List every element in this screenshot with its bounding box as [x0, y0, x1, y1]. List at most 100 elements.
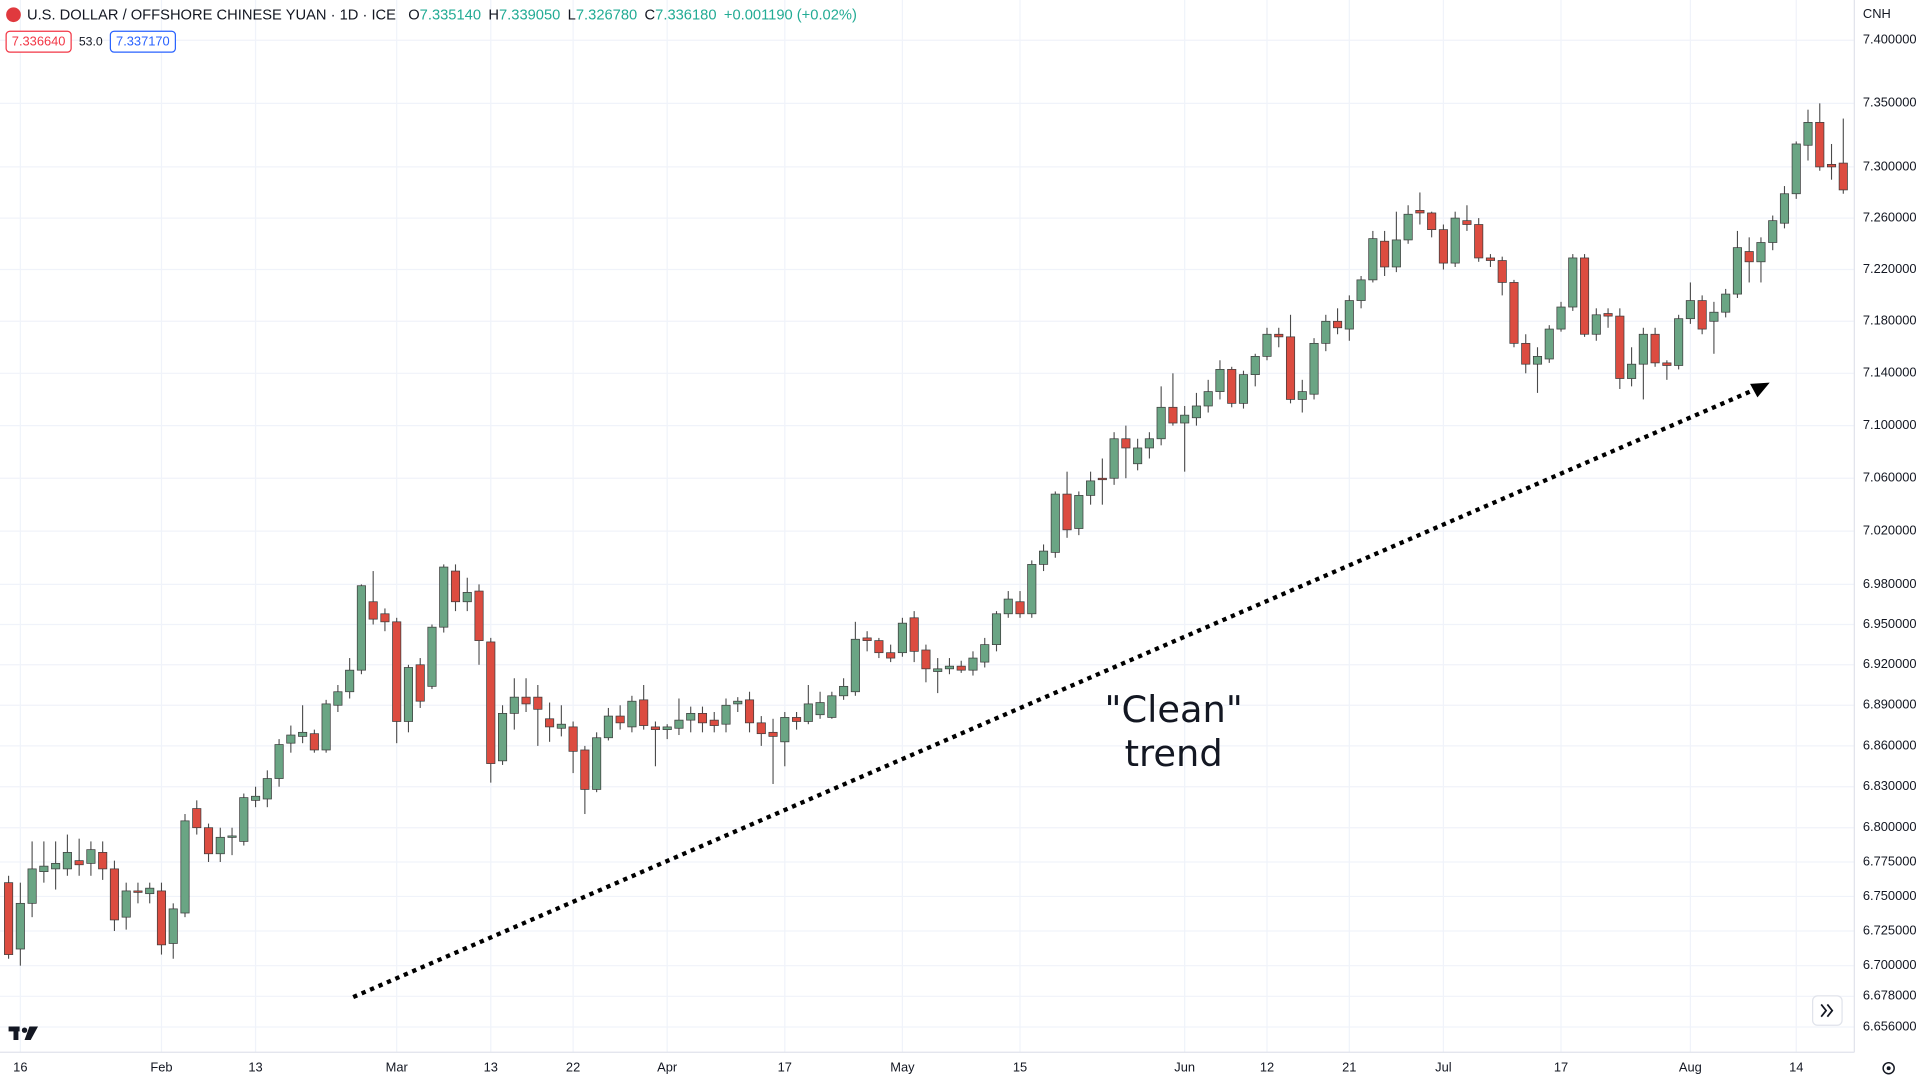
y-tick-label: 6.725000 [1863, 922, 1917, 937]
candle-body [1156, 406, 1166, 440]
candle-body [133, 890, 143, 893]
y-tick-label: 7.350000 [1863, 95, 1917, 110]
y-tick-label: 6.920000 [1863, 656, 1917, 671]
candle-body [1803, 122, 1813, 146]
candle-body [309, 733, 319, 751]
ohlc-value: 7.335140 [420, 7, 481, 23]
y-tick-label: 6.830000 [1863, 778, 1917, 793]
candle-body [509, 696, 519, 714]
candle-body [603, 715, 613, 739]
candle-body [568, 726, 578, 752]
candle-body [498, 712, 508, 762]
ohlc-label: C [645, 7, 656, 23]
sell-button[interactable] [5, 30, 72, 53]
candle-body [956, 665, 966, 671]
candle-body [1438, 229, 1448, 264]
settings-button[interactable] [1882, 1061, 1895, 1075]
x-tick-label: 14 [1789, 1060, 1803, 1075]
candle-body [1509, 282, 1519, 344]
candle-body [1380, 240, 1390, 268]
candle-body [368, 601, 378, 620]
candle-body [933, 668, 943, 672]
candle-body [1450, 217, 1460, 264]
annotation: "Clean" [1105, 688, 1243, 731]
x-tick-label: 13 [248, 1060, 262, 1075]
candle-body [1697, 300, 1707, 330]
candle-body [1015, 601, 1025, 615]
candle-body [1062, 493, 1072, 531]
axes: 7.400000 7.350000 7.300000 7.260000 7.220000… [13, 32, 1916, 1075]
candle-body [1521, 342, 1531, 365]
candle-body [874, 640, 884, 654]
candle-body [1826, 163, 1837, 168]
candle-body [780, 717, 790, 743]
candle-body [1779, 193, 1790, 224]
candle-body [1674, 318, 1684, 366]
candle-body [1215, 369, 1225, 392]
x-tick-label: 22 [566, 1060, 580, 1075]
candle-body [580, 749, 590, 790]
y-tick-label: 6.700000 [1863, 957, 1917, 972]
candle-body [474, 590, 484, 641]
candle-body [886, 652, 896, 659]
x-tick-label: Apr [657, 1060, 678, 1075]
scroll-icon [1820, 1003, 1834, 1018]
candle-body [803, 703, 813, 722]
tradingview-logo[interactable] [8, 1026, 39, 1041]
y-tick-label: 7.300000 [1863, 158, 1917, 173]
candle-body [1297, 391, 1307, 400]
candle-body [321, 703, 331, 751]
candle-body [1109, 438, 1119, 479]
y-tick-label: 6.775000 [1863, 853, 1917, 868]
header-line: U.S. DOLLAR / OFFSHORE CHINESE YUAN · 1D… [27, 7, 857, 23]
candle-body [98, 852, 108, 870]
candle-body [1097, 477, 1107, 481]
candle-body [1203, 391, 1213, 407]
candle-body [839, 685, 849, 697]
candle-body [39, 865, 49, 873]
scroll-button[interactable] [1812, 995, 1843, 1026]
candle-body [1356, 279, 1366, 301]
buy-button[interactable] [109, 30, 176, 53]
candle-body [1685, 300, 1695, 320]
candle-body [180, 820, 190, 914]
y-tick-label: 7.180000 [1863, 313, 1917, 328]
candle-body [1285, 336, 1296, 400]
candle-body [1168, 406, 1178, 424]
candle-body [615, 715, 625, 724]
annotation: trend [1125, 732, 1223, 775]
x-tick-label: 21 [1342, 1060, 1356, 1075]
candle-body [1768, 220, 1778, 243]
candle-body [86, 849, 96, 864]
y-tick-label: 6.656000 [1863, 1018, 1917, 1033]
x-tick-label: 16 [13, 1060, 27, 1075]
logo-part [21, 1027, 28, 1033]
candle-body [968, 657, 978, 671]
candle-body [274, 744, 284, 779]
candle-body [1662, 362, 1672, 366]
candle-body [227, 835, 237, 838]
candle-body [991, 613, 1002, 645]
candle-body [1756, 242, 1766, 263]
candle-body [262, 778, 272, 800]
candle-body [697, 712, 708, 724]
candle-body [1427, 212, 1437, 231]
buy-price[interactable]: 7.337170 [116, 34, 170, 49]
candle-body [1191, 405, 1201, 419]
logo-part [24, 1026, 39, 1041]
x-tick-label: 17 [778, 1060, 792, 1075]
candle-body [1556, 306, 1566, 330]
candle-body [1474, 224, 1484, 259]
candle-body [1603, 313, 1613, 317]
candle-body [51, 863, 61, 870]
y-tick-label: 6.890000 [1863, 697, 1917, 712]
candle-body [1074, 495, 1084, 529]
candle-body [1274, 333, 1284, 338]
logo-part [13, 1026, 19, 1041]
sell-price[interactable]: 7.336640 [12, 34, 66, 49]
candle-body [298, 731, 308, 737]
candle-body [1638, 333, 1648, 365]
settings-icon [1886, 1066, 1891, 1071]
